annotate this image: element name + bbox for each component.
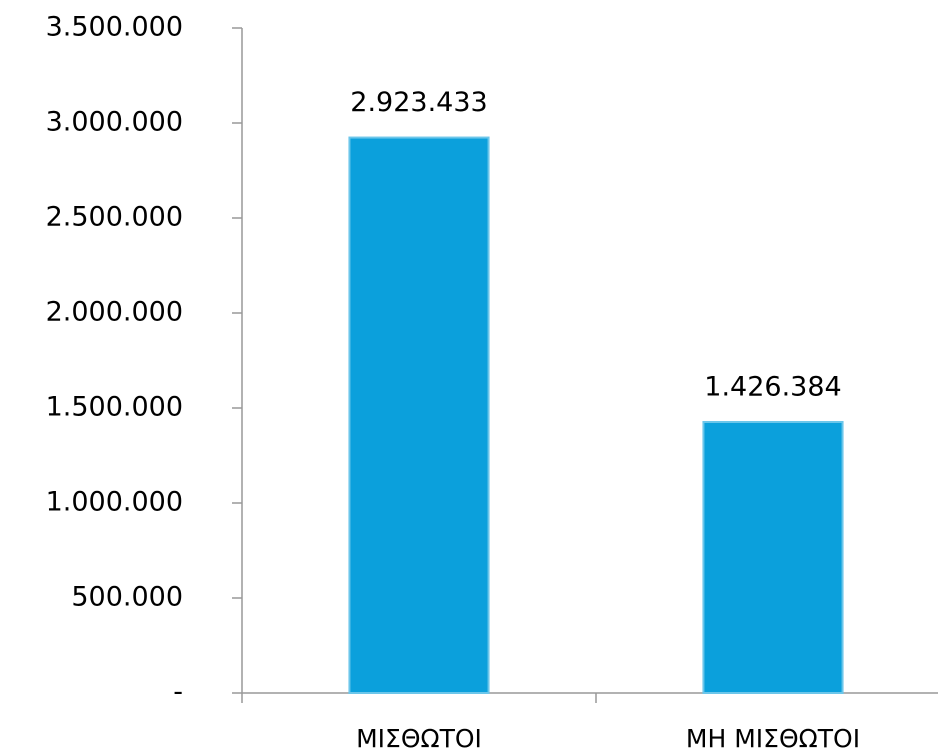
y-tick-label: 1.500.000 xyxy=(46,392,183,423)
value-label: 1.426.384 xyxy=(704,371,841,402)
y-tick-label: 2.500.000 xyxy=(46,202,183,233)
y-tick-label: - xyxy=(173,677,183,708)
value-label: 2.923.433 xyxy=(350,87,487,118)
bar xyxy=(702,420,844,694)
y-tick-label: 3.500.000 xyxy=(46,12,183,43)
x-tick-label: ΜΙΣΘΩΤΟΙ xyxy=(356,724,482,753)
y-tick-label: 500.000 xyxy=(71,582,183,613)
x-tick-label: ΜΗ ΜΙΣΘΩΤΟΙ xyxy=(686,724,860,753)
y-tick-label: 2.000.000 xyxy=(46,297,183,328)
bar xyxy=(348,136,490,694)
y-tick-label: 1.000.000 xyxy=(46,487,183,518)
y-tick-label: 3.000.000 xyxy=(46,107,183,138)
